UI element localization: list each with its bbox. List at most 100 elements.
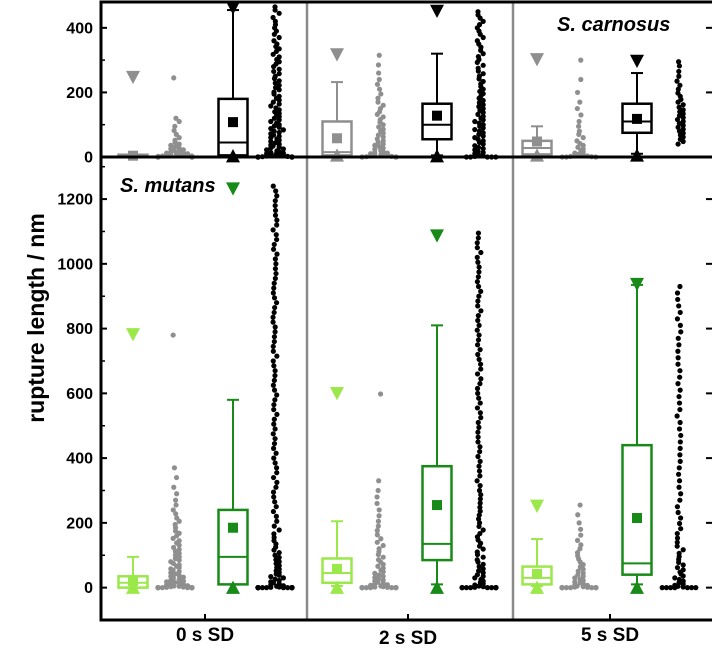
point-bottom-g2-1-17	[676, 393, 682, 400]
group-dividers	[305, 2, 515, 620]
point-bottom-g0-1-9	[270, 227, 276, 233]
point-bottom-g0-0-54	[168, 584, 174, 590]
point-bottom-g0-1-69	[274, 518, 280, 524]
point-bottom-g2-1-61	[680, 584, 686, 590]
point-bottom-g0-1-3	[272, 198, 278, 204]
point-bottom-g1-1-45	[477, 449, 483, 455]
point-top-g1-1-19	[475, 68, 481, 74]
point-bottom-g0-0-65	[189, 585, 195, 591]
plot-frame	[99, 0, 712, 622]
species-label-top: S. carnosus	[557, 14, 670, 36]
point-bottom-g2-1-40	[674, 535, 681, 541]
box-bottom-g2-1-mean	[632, 513, 642, 524]
point-bottom-g1-0-12	[374, 539, 380, 545]
point-top-g1-1-46	[480, 125, 486, 131]
point-bottom-g0-1-41	[270, 382, 276, 388]
box-top-g2-1-mean	[632, 113, 642, 124]
point-bottom-g1-0-5	[376, 507, 382, 513]
point-bottom-g1-0-4	[374, 500, 380, 507]
point-top-g0-1-27	[272, 80, 278, 86]
point-bottom-g2-1-22	[676, 426, 683, 432]
point-top-g2-1-17	[680, 115, 686, 121]
point-top-g0-1-36	[270, 99, 276, 105]
box-top-g0-1-mean	[228, 117, 238, 128]
point-bottom-g1-1-35	[477, 400, 483, 406]
point-top-g2-1-10	[675, 99, 681, 105]
point-bottom-g0-0-10	[176, 518, 182, 524]
point-bottom-g2-1-25	[677, 445, 683, 451]
point-top-g0-0-8	[172, 139, 178, 146]
point-top-g0-1-40	[276, 107, 282, 113]
box-bottom-g2-1-max-marker	[630, 277, 644, 292]
point-top-g1-1-51	[480, 133, 486, 139]
point-bottom-g1-1-12	[478, 288, 484, 294]
point-bottom-g1-0-48	[393, 585, 399, 591]
point-bottom-g1-1-90	[472, 584, 478, 590]
point-top-g0-0-9	[176, 141, 182, 147]
point-top-g0-0-10	[168, 142, 174, 148]
point-bottom-g2-1-54	[672, 575, 678, 581]
plot-border	[99, 0, 712, 622]
point-top-g1-0-22	[380, 134, 386, 140]
point-bottom-g1-1-36	[474, 405, 481, 411]
point-top-g2-1-3	[676, 73, 682, 79]
point-bottom-g0-1-49	[271, 421, 277, 427]
point-bottom-g0-1-67	[270, 508, 277, 515]
point-bottom-g1-0-8	[375, 523, 381, 529]
box-top-g1-1-iqr	[421, 102, 453, 141]
point-top-g1-1-17	[480, 62, 486, 68]
point-top-g1-1-20	[480, 71, 486, 77]
point-bottom-g1-0-20	[380, 561, 386, 567]
point-bottom-g1-0-40	[384, 584, 390, 590]
point-bottom-g1-1-60	[475, 516, 482, 522]
point-bottom-g0-1-47	[274, 411, 280, 418]
point-bottom-g1-1-56	[477, 500, 483, 506]
point-top-g2-0-4	[574, 105, 580, 112]
point-top-g1-1-37	[480, 109, 486, 116]
point-top-g0-1-26	[276, 78, 282, 84]
point-bottom-g1-1-89	[480, 584, 486, 590]
point-top-g2-0-2	[574, 89, 581, 96]
point-bottom-g1-0-10	[374, 532, 380, 538]
point-top-g2-1-19	[680, 118, 686, 125]
point-top-g2-1-0	[675, 59, 682, 65]
point-bottom-g1-1-0	[475, 230, 482, 236]
point-top-g0-1-35	[276, 97, 282, 103]
point-top-g2-0-13	[580, 142, 586, 148]
point-bottom-g2-1-16	[677, 387, 683, 393]
point-bottom-g2-1-10	[675, 348, 681, 354]
point-bottom-g2-0-5	[574, 537, 581, 543]
point-bottom-g2-1-30	[676, 478, 683, 484]
point-bottom-g0-1-38	[272, 368, 278, 374]
point-bottom-g1-1-39	[475, 419, 481, 426]
point-top-g2-0-9	[576, 131, 582, 137]
box-bottom-g2-0-mean	[532, 569, 542, 580]
point-bottom-g2-1-9	[676, 342, 682, 348]
point-top-g1-0-0	[376, 52, 382, 58]
point-bottom-g2-1-24	[677, 439, 683, 445]
point-bottom-g1-1-57	[477, 504, 483, 510]
box-bottom-g1-1-max-marker	[430, 229, 444, 243]
point-bottom-g0-1-54	[270, 445, 277, 451]
point-bottom-g1-1-6	[475, 259, 481, 265]
point-top-g2-1-12	[676, 104, 682, 110]
group-label-2: 5 s SD	[581, 625, 639, 646]
point-bottom-g0-0-4	[174, 491, 180, 497]
point-top-g2-1-2	[676, 68, 682, 75]
ytick-label-bottom-0: 0	[84, 580, 93, 597]
point-bottom-g1-1-32	[474, 385, 481, 392]
point-top-g1-1-47	[472, 126, 478, 133]
point-bottom-g0-1-4	[272, 202, 278, 209]
point-top-g2-0-19	[576, 151, 582, 157]
point-bottom-g2-0-0	[577, 502, 583, 508]
point-bottom-g1-1-63	[480, 527, 486, 533]
point-bottom-g0-1-25	[272, 304, 278, 311]
point-bottom-g0-1-118	[255, 585, 261, 591]
point-bottom-g1-1-49	[476, 468, 483, 474]
point-top-g1-1-42	[472, 118, 478, 125]
point-bottom-g0-1-18	[273, 270, 279, 277]
point-bottom-g0-1-42	[271, 387, 278, 393]
box-top-g1-1-max-marker	[430, 4, 444, 18]
point-bottom-g1-0-42	[389, 585, 395, 591]
